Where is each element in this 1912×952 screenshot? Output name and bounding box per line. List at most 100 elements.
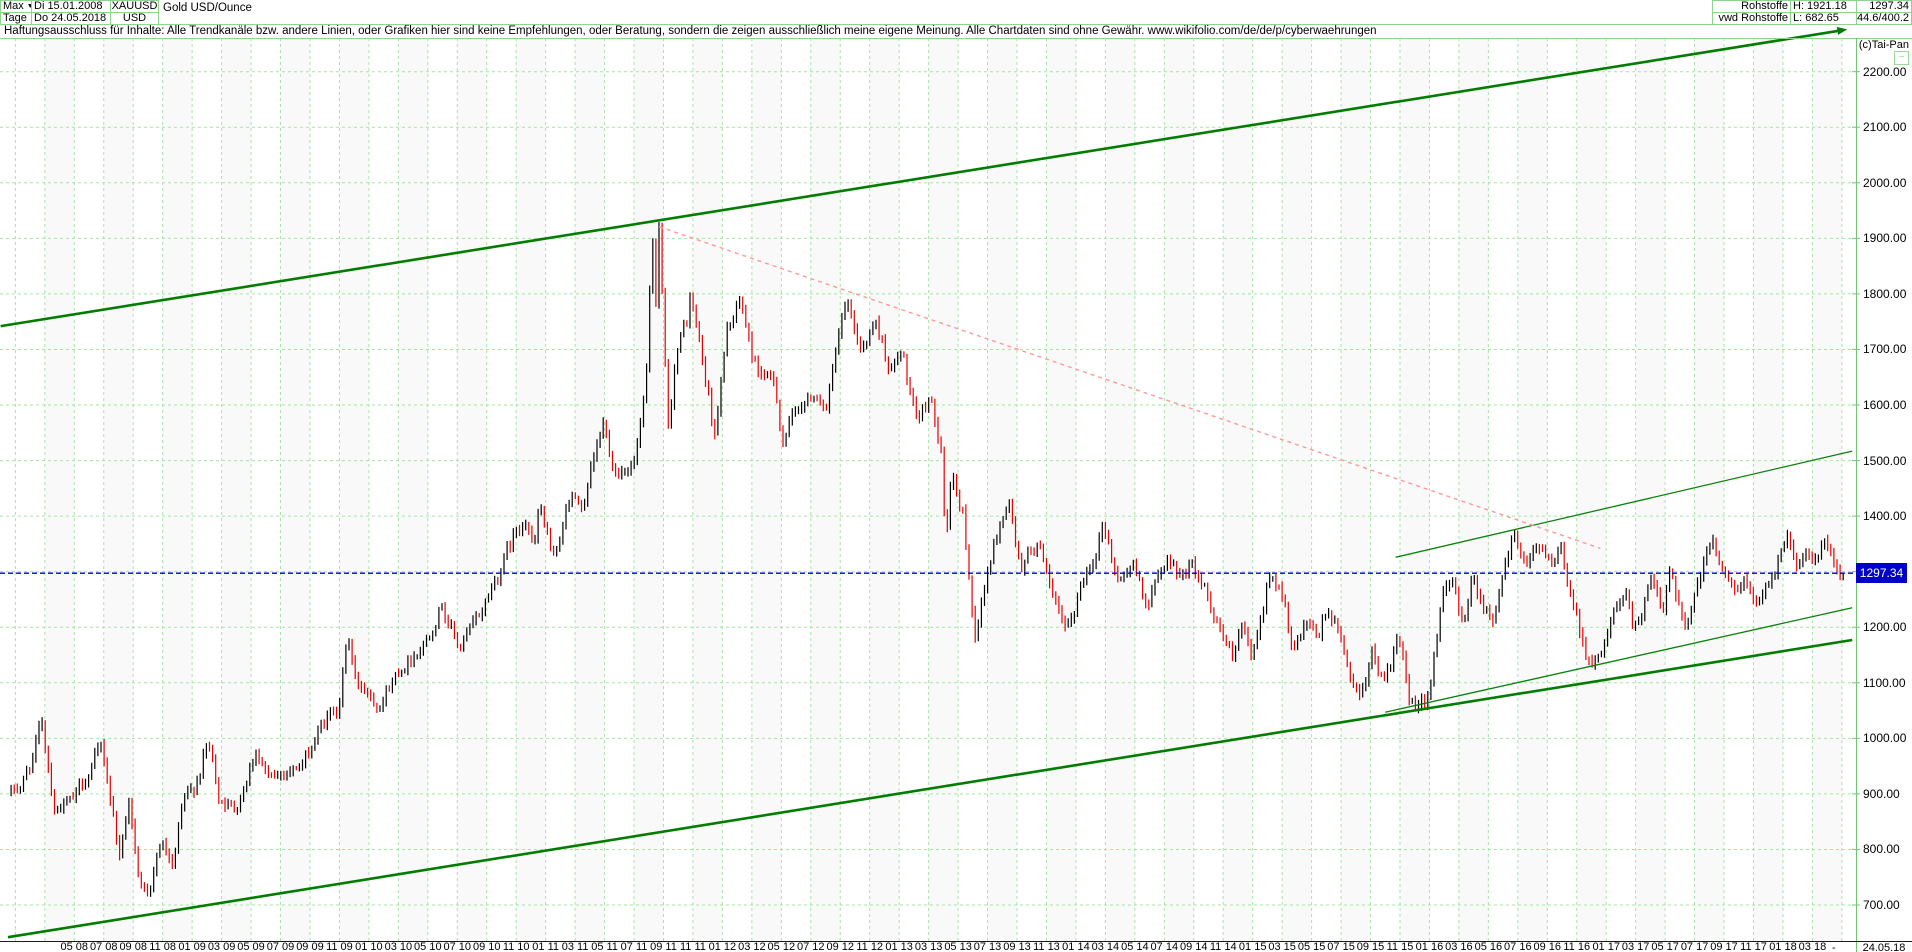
x-axis-tick-label: 09 10 xyxy=(472,941,501,952)
x-axis-tick-label: 05 14 xyxy=(1121,941,1149,952)
x-axis-tick-label: 07 15 xyxy=(1327,941,1355,952)
y-axis-tick-label: 700.00 xyxy=(1863,897,1900,912)
x-axis-tick-label: 11 11 xyxy=(679,941,706,952)
last-price-value: 1297.34 xyxy=(1869,0,1909,12)
x-axis-tick-label: 05 10 xyxy=(414,941,442,952)
y-axis-tick-label: 1100.00 xyxy=(1863,675,1906,690)
inner-lower-trendline[interactable] xyxy=(1385,607,1853,713)
y-axis-tick-label: 1500.00 xyxy=(1863,453,1907,468)
x-axis-tick-label: 07 08 xyxy=(89,941,118,952)
chevron-down-icon: ▼ xyxy=(30,13,31,24)
month-band xyxy=(516,38,546,941)
date-to-field[interactable]: Do 24.05.2018 xyxy=(31,12,111,25)
copyright-label: (c)Tai-Pan xyxy=(1858,39,1909,51)
y-axis-tick-label: 2200.00 xyxy=(1863,64,1907,79)
provider-value: vwd Rohstoffe xyxy=(1718,12,1788,24)
x-axis-tick-label: 03 12 xyxy=(738,941,766,952)
month-band xyxy=(280,38,310,941)
month-band xyxy=(692,38,723,941)
x-axis-tick-label: 01 18 xyxy=(1769,941,1797,952)
month-band xyxy=(1282,38,1312,941)
x-axis-tick-label: 11 08 xyxy=(149,941,177,952)
trendline-arrowhead-icon xyxy=(1836,27,1848,35)
x-axis-tick-label: 09 11 xyxy=(650,941,677,952)
price-bars-up xyxy=(10,222,1844,897)
x-axis-tick-label: 07 09 xyxy=(266,941,295,952)
y-axis-tick-label: 1900.00 xyxy=(1863,231,1907,246)
month-band xyxy=(1517,38,1548,941)
x-axis-tick-label: 07 11 xyxy=(620,941,648,952)
period-selector-label: Tage xyxy=(3,12,27,24)
month-band xyxy=(1399,38,1430,941)
inner-upper-trendline[interactable] xyxy=(1395,450,1853,558)
month-band xyxy=(1105,38,1135,941)
x-axis-tick-label: 09 15 xyxy=(1356,941,1385,952)
month-band xyxy=(398,38,428,941)
month-band xyxy=(162,38,193,941)
x-axis-tick-label: 01 11 xyxy=(532,941,559,952)
x-axis-tick-label: 01 15 xyxy=(1238,941,1267,952)
x-axis-tick-label: 05 15 xyxy=(1297,941,1326,952)
period-selector-dropdown[interactable]: Tage ▼ xyxy=(0,12,32,25)
month-band xyxy=(1812,38,1842,941)
lower-channel-line[interactable] xyxy=(7,638,1853,939)
x-axis-tick-label: 03 18 xyxy=(1798,941,1827,952)
x-axis-tick-label: 01 10 xyxy=(355,941,383,952)
month-band xyxy=(1341,38,1371,941)
range-selector-label: Max xyxy=(3,0,24,12)
month-band xyxy=(1576,38,1607,941)
price-bars-down xyxy=(13,222,1841,897)
y-axis-tick-label: 800.00 xyxy=(1863,842,1900,857)
upper-channel-line[interactable] xyxy=(0,28,1844,328)
month-band xyxy=(634,38,664,941)
month-band xyxy=(44,38,75,941)
x-axis-tick-label: 03 15 xyxy=(1268,941,1296,952)
x-axis-tick-label: 11 13 xyxy=(1033,941,1060,952)
x-axis-tick-label: 11 15 xyxy=(1386,941,1414,952)
x-axis-tick-label: 09 17 xyxy=(1710,941,1738,952)
disclaimer-text: Haftungsausschluss für Inhalte: Alle Tre… xyxy=(4,25,1377,37)
month-band xyxy=(751,38,782,941)
x-axis-tick-label: 07 16 xyxy=(1504,941,1532,952)
x-axis-tick-label: 09 09 xyxy=(296,941,324,952)
low-value: L: 682.65 xyxy=(1793,12,1839,24)
minus-icon: − xyxy=(1898,52,1905,63)
x-axis-tick-label: 03 16 xyxy=(1445,941,1473,952)
x-axis-tick-label: 11 16 xyxy=(1563,941,1591,952)
month-band xyxy=(339,38,369,941)
x-axis-tick-label: 05 08 xyxy=(60,941,89,952)
x-axis-tick-label: 05 09 xyxy=(237,941,265,952)
x-axis-tick-label: 05 16 xyxy=(1474,941,1503,952)
downtrend-dashed-line[interactable] xyxy=(658,226,1601,550)
x-axis-tick-label: 03 14 xyxy=(1091,941,1120,952)
x-axis-tick-label: 09 14 xyxy=(1179,941,1208,952)
date-from-value: Di 15.01.2008 xyxy=(34,0,103,12)
month-band xyxy=(987,38,1018,941)
x-axis-tick-label: 03 11 xyxy=(561,941,589,952)
x-axis-tick-label: 09 13 xyxy=(1003,941,1031,952)
x-axis-tick-label: 01 16 xyxy=(1415,941,1444,952)
x-axis-tick-label: 07 10 xyxy=(443,941,472,952)
month-band xyxy=(1694,38,1725,941)
symbol-value: XAUUSD xyxy=(111,0,158,12)
month-band xyxy=(1458,38,1489,941)
x-axis-tick-label: 07 17 xyxy=(1680,941,1709,952)
chevron-down-icon: ▼ xyxy=(27,1,31,12)
x-axis-tick-label: 01 12 xyxy=(708,941,737,952)
x-axis-separator: - xyxy=(1832,942,1836,952)
current-price-badge: 1297.34 xyxy=(1856,563,1907,584)
collapse-button[interactable]: − xyxy=(1894,51,1909,65)
x-axis-tick-label: 01 17 xyxy=(1592,941,1620,952)
x-axis-tick-label: 09 16 xyxy=(1533,941,1562,952)
month-band xyxy=(869,38,900,941)
last-date-label: 24.05.18 xyxy=(1862,942,1906,952)
x-axis-tick-label: 03 13 xyxy=(914,941,943,952)
month-band xyxy=(1046,38,1076,941)
y-axis-tick-label: 900.00 xyxy=(1863,786,1900,801)
x-axis-tick-label: 11 09 xyxy=(326,941,353,952)
month-band xyxy=(1753,38,1783,941)
y-axis-tick-label: 1800.00 xyxy=(1863,286,1907,301)
current-price-text: 1297.34 xyxy=(1859,566,1904,581)
